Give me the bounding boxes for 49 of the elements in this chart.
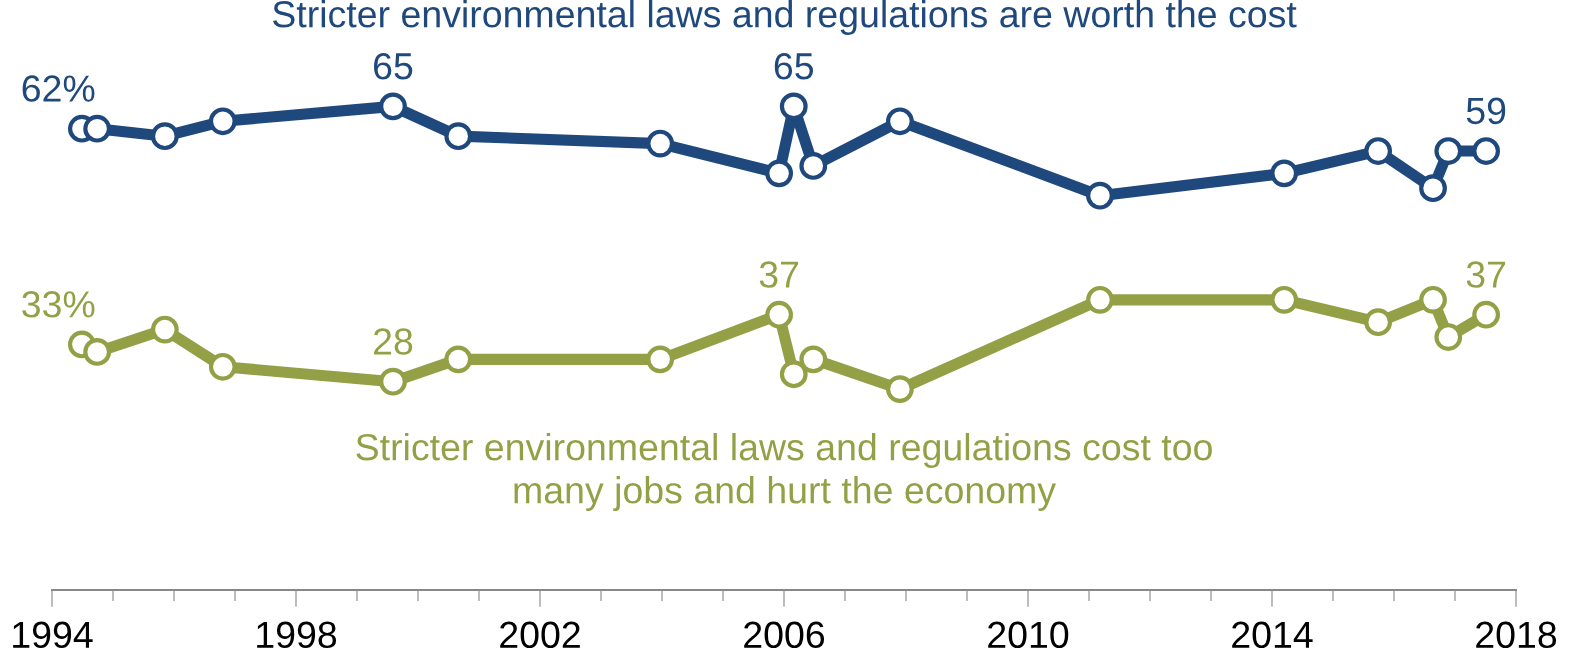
point — [444, 122, 473, 151]
point — [779, 92, 808, 121]
data-label: 37 — [759, 261, 799, 288]
x-tick-label: 2018 — [1476, 621, 1557, 649]
data-label: 28 — [374, 328, 413, 355]
point — [1472, 300, 1501, 329]
x-tick-label: 2010 — [988, 621, 1069, 649]
point — [799, 152, 828, 180]
point — [1419, 174, 1447, 203]
point — [765, 300, 794, 329]
point — [886, 107, 914, 136]
point — [379, 367, 407, 396]
data-label: 37 — [1466, 261, 1506, 288]
point — [208, 107, 237, 136]
x-tick-label: 1998 — [257, 621, 337, 649]
point — [83, 114, 112, 143]
point — [1364, 137, 1393, 165]
point — [1270, 159, 1299, 188]
data-label: 65 — [374, 52, 413, 80]
data-label: 65 — [774, 52, 814, 80]
point — [646, 129, 675, 158]
point — [1434, 137, 1463, 165]
point — [1270, 285, 1299, 314]
point — [1364, 308, 1393, 337]
point — [1419, 285, 1447, 314]
point — [444, 345, 473, 374]
series-label: Stricter environmental laws and regulations cost too many jobs and hurt the economy — [356, 432, 1212, 512]
point — [799, 345, 828, 374]
point — [886, 375, 914, 404]
data-label: 33% — [22, 291, 95, 318]
point — [646, 345, 675, 374]
data-label: 62% — [22, 75, 95, 102]
point — [208, 352, 237, 381]
x-tick-label: 2006 — [744, 621, 825, 649]
point — [1434, 323, 1463, 351]
x-tick-label: 2002 — [500, 621, 580, 649]
data-label: 59 — [1466, 97, 1506, 125]
point — [1086, 181, 1114, 210]
point — [150, 315, 179, 344]
point — [1472, 137, 1501, 165]
point — [150, 122, 179, 151]
x-tick-label: 2014 — [1232, 621, 1313, 649]
point — [1086, 285, 1114, 314]
point — [779, 360, 808, 389]
point — [83, 338, 112, 366]
point — [765, 159, 794, 188]
point — [379, 92, 407, 121]
x-tick-label: 1994 — [13, 621, 93, 649]
text: Stricter environmental laws and regulations are worth the cost — [272, 0, 1297, 35]
